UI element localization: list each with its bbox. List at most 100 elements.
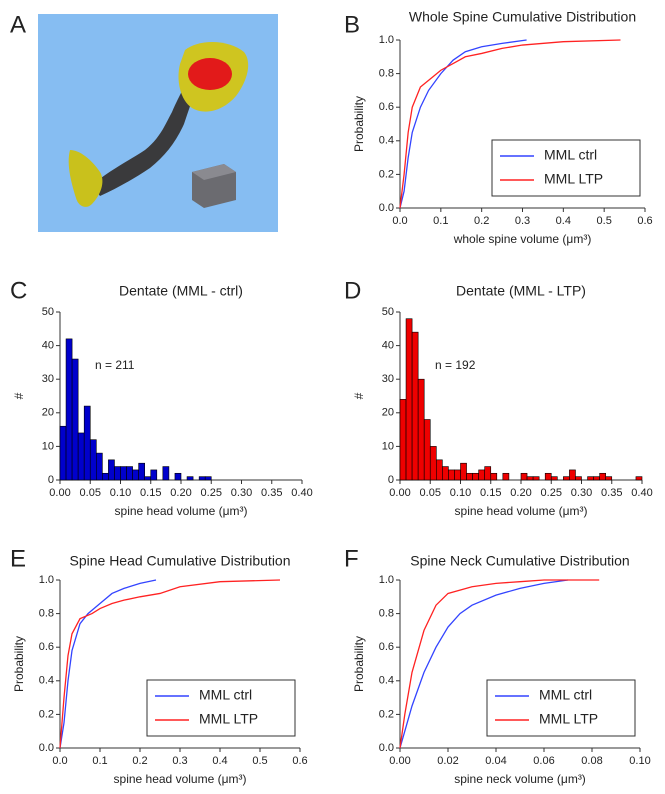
x-tick-label: 0.10 xyxy=(110,487,131,499)
x-tick-label: 0.5 xyxy=(597,215,612,227)
bar xyxy=(120,466,127,481)
legend-label: MML ctrl xyxy=(544,147,597,163)
y-tick-label: 0.8 xyxy=(39,608,54,620)
bar xyxy=(435,459,443,481)
bar xyxy=(472,472,479,481)
y-tick-label: 40 xyxy=(382,340,394,352)
bar xyxy=(83,405,91,481)
y-axis-label: Probability xyxy=(352,636,366,692)
y-tick-label: 0.2 xyxy=(39,708,54,720)
bar xyxy=(405,318,413,481)
y-tick-label: 50 xyxy=(42,306,54,318)
bar xyxy=(186,476,194,481)
bar xyxy=(162,466,170,481)
bar xyxy=(502,472,510,481)
chart-title: Spine Neck Cumulative Distribution xyxy=(410,553,629,569)
bar xyxy=(599,472,607,481)
y-tick-label: 0.8 xyxy=(379,608,394,620)
x-tick-label: 0.00 xyxy=(389,755,410,767)
bar xyxy=(587,476,594,481)
x-axis-label: spine head volume (μm³) xyxy=(115,504,248,518)
y-axis-label: Probability xyxy=(352,96,366,152)
x-tick-label: 0.20 xyxy=(510,487,531,499)
bar xyxy=(150,469,158,481)
x-tick-label: 0.10 xyxy=(450,487,471,499)
chart-title: Spine Head Cumulative Distribution xyxy=(70,553,291,569)
y-tick-label: 0.8 xyxy=(379,68,394,80)
panel-label: F xyxy=(344,545,359,572)
y-tick-label: 0.0 xyxy=(379,202,394,214)
y-tick-label: 20 xyxy=(382,407,394,419)
x-tick-label: 0.25 xyxy=(201,487,222,499)
psd xyxy=(188,58,232,90)
spine-render xyxy=(38,14,278,232)
x-tick-label: 0.40 xyxy=(631,487,652,499)
series-line xyxy=(399,579,600,749)
bar xyxy=(490,472,498,481)
bar xyxy=(132,469,139,481)
y-tick-label: 0.0 xyxy=(39,742,54,754)
bar xyxy=(423,419,431,481)
bar xyxy=(635,476,643,481)
x-tick-label: 0.30 xyxy=(571,487,592,499)
y-tick-label: 0.6 xyxy=(39,641,54,653)
bar xyxy=(77,432,85,481)
bar xyxy=(429,446,437,481)
x-tick-label: 0.0 xyxy=(392,215,407,227)
series-line xyxy=(399,39,527,209)
legend-box xyxy=(491,139,641,197)
bar xyxy=(204,476,212,481)
x-tick-label: 0.20 xyxy=(170,487,191,499)
series-line xyxy=(399,579,569,749)
y-tick-label: 0 xyxy=(48,474,54,486)
bar xyxy=(126,466,133,481)
bar xyxy=(71,358,79,481)
bar xyxy=(478,469,485,481)
x-tick-label: 0.08 xyxy=(581,755,602,767)
y-axis-label: Probability xyxy=(12,636,26,692)
x-tick-label: 0.0 xyxy=(52,755,67,767)
bar xyxy=(102,472,109,481)
x-tick-label: 0.6 xyxy=(292,755,307,767)
y-tick-label: 0.4 xyxy=(39,675,54,687)
bar xyxy=(399,399,407,481)
x-tick-label: 0.35 xyxy=(261,487,282,499)
y-tick-label: 1.0 xyxy=(39,574,54,586)
cube-top xyxy=(192,164,236,180)
x-tick-label: 0.4 xyxy=(556,215,571,227)
spine-neck xyxy=(92,82,196,196)
bar xyxy=(593,476,600,481)
bar xyxy=(544,472,552,481)
y-axis-label: # xyxy=(352,392,366,399)
legend-label: MML ctrl xyxy=(539,687,592,703)
x-tick-label: 0.1 xyxy=(433,215,448,227)
bar xyxy=(563,476,570,481)
chart-title: Whole Spine Cumulative Distribution xyxy=(409,9,636,25)
y-tick-label: 50 xyxy=(382,306,394,318)
y-tick-label: 0.4 xyxy=(379,135,394,147)
legend-label: MML ctrl xyxy=(199,687,252,703)
bar xyxy=(526,476,534,481)
legend-label: MML LTP xyxy=(199,711,258,727)
panel-label: A xyxy=(10,11,26,38)
x-axis-label: whole spine volume (μm³) xyxy=(453,232,592,246)
y-tick-label: 30 xyxy=(42,373,54,385)
y-axis-label: # xyxy=(12,392,26,399)
bar xyxy=(417,378,425,481)
x-tick-label: 0.5 xyxy=(252,755,267,767)
bar xyxy=(89,439,97,481)
bar xyxy=(532,476,540,481)
legend-label: MML LTP xyxy=(544,171,603,187)
x-tick-label: 0.6 xyxy=(637,215,652,227)
y-tick-label: 0.0 xyxy=(379,742,394,754)
y-tick-label: 1.0 xyxy=(379,34,394,46)
x-tick-label: 0.1 xyxy=(92,755,107,767)
x-tick-label: 0.3 xyxy=(172,755,187,767)
bar xyxy=(96,452,103,481)
x-axis-label: spine head volume (μm³) xyxy=(114,772,247,786)
bar xyxy=(108,459,115,481)
bar xyxy=(550,476,558,481)
x-tick-label: 0.04 xyxy=(485,755,506,767)
bar xyxy=(59,425,67,481)
